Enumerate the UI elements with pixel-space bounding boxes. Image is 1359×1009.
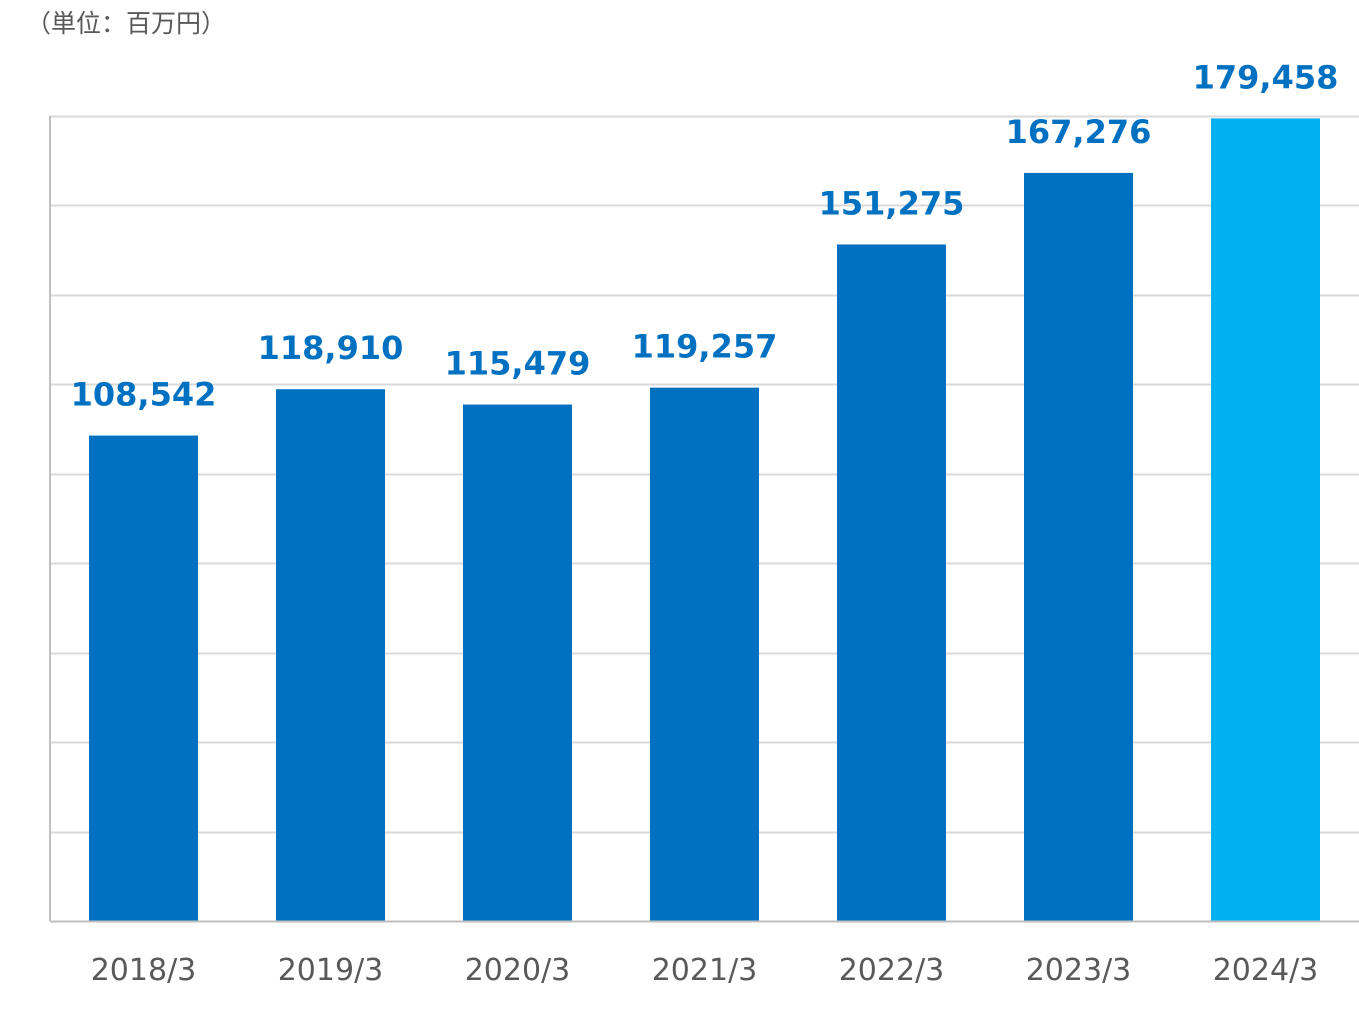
x-tick-label: 2022/3 [839,953,945,988]
bar-2021-3 [650,387,759,921]
x-tick-labels: 2018/3 2019/3 2020/3 2021/3 2022/3 2023/3 2024… [91,953,1319,988]
x-tick-label: 2020/3 [465,953,571,988]
value-label: 115,479 [445,345,591,383]
value-label: 108,542 [71,376,217,414]
bar-2019-3 [276,389,385,921]
axes [49,116,1359,923]
value-label: 179,458 [1193,58,1339,96]
value-label: 151,275 [819,184,965,222]
x-tick-label: 2024/3 [1213,953,1319,988]
value-label: 118,910 [258,329,404,367]
unit-label: （単位：百万円） [26,9,227,38]
bar-2022-3 [837,244,946,921]
value-label: 119,257 [632,328,778,366]
bars [89,118,1320,922]
value-label: 167,276 [1006,113,1152,151]
bar-2024-3 [1211,118,1320,921]
value-labels: 108,542 118,910 115,479 119,257 151,275 167,2… [71,58,1339,413]
x-tick-label: 2021/3 [652,953,758,988]
x-tick-label: 2018/3 [91,953,197,988]
bar-2018-3 [89,435,198,921]
x-tick-label: 2019/3 [278,953,384,988]
bar-2020-3 [463,404,572,921]
bar-2023-3 [1024,172,1133,922]
x-tick-label: 2023/3 [1026,953,1132,988]
